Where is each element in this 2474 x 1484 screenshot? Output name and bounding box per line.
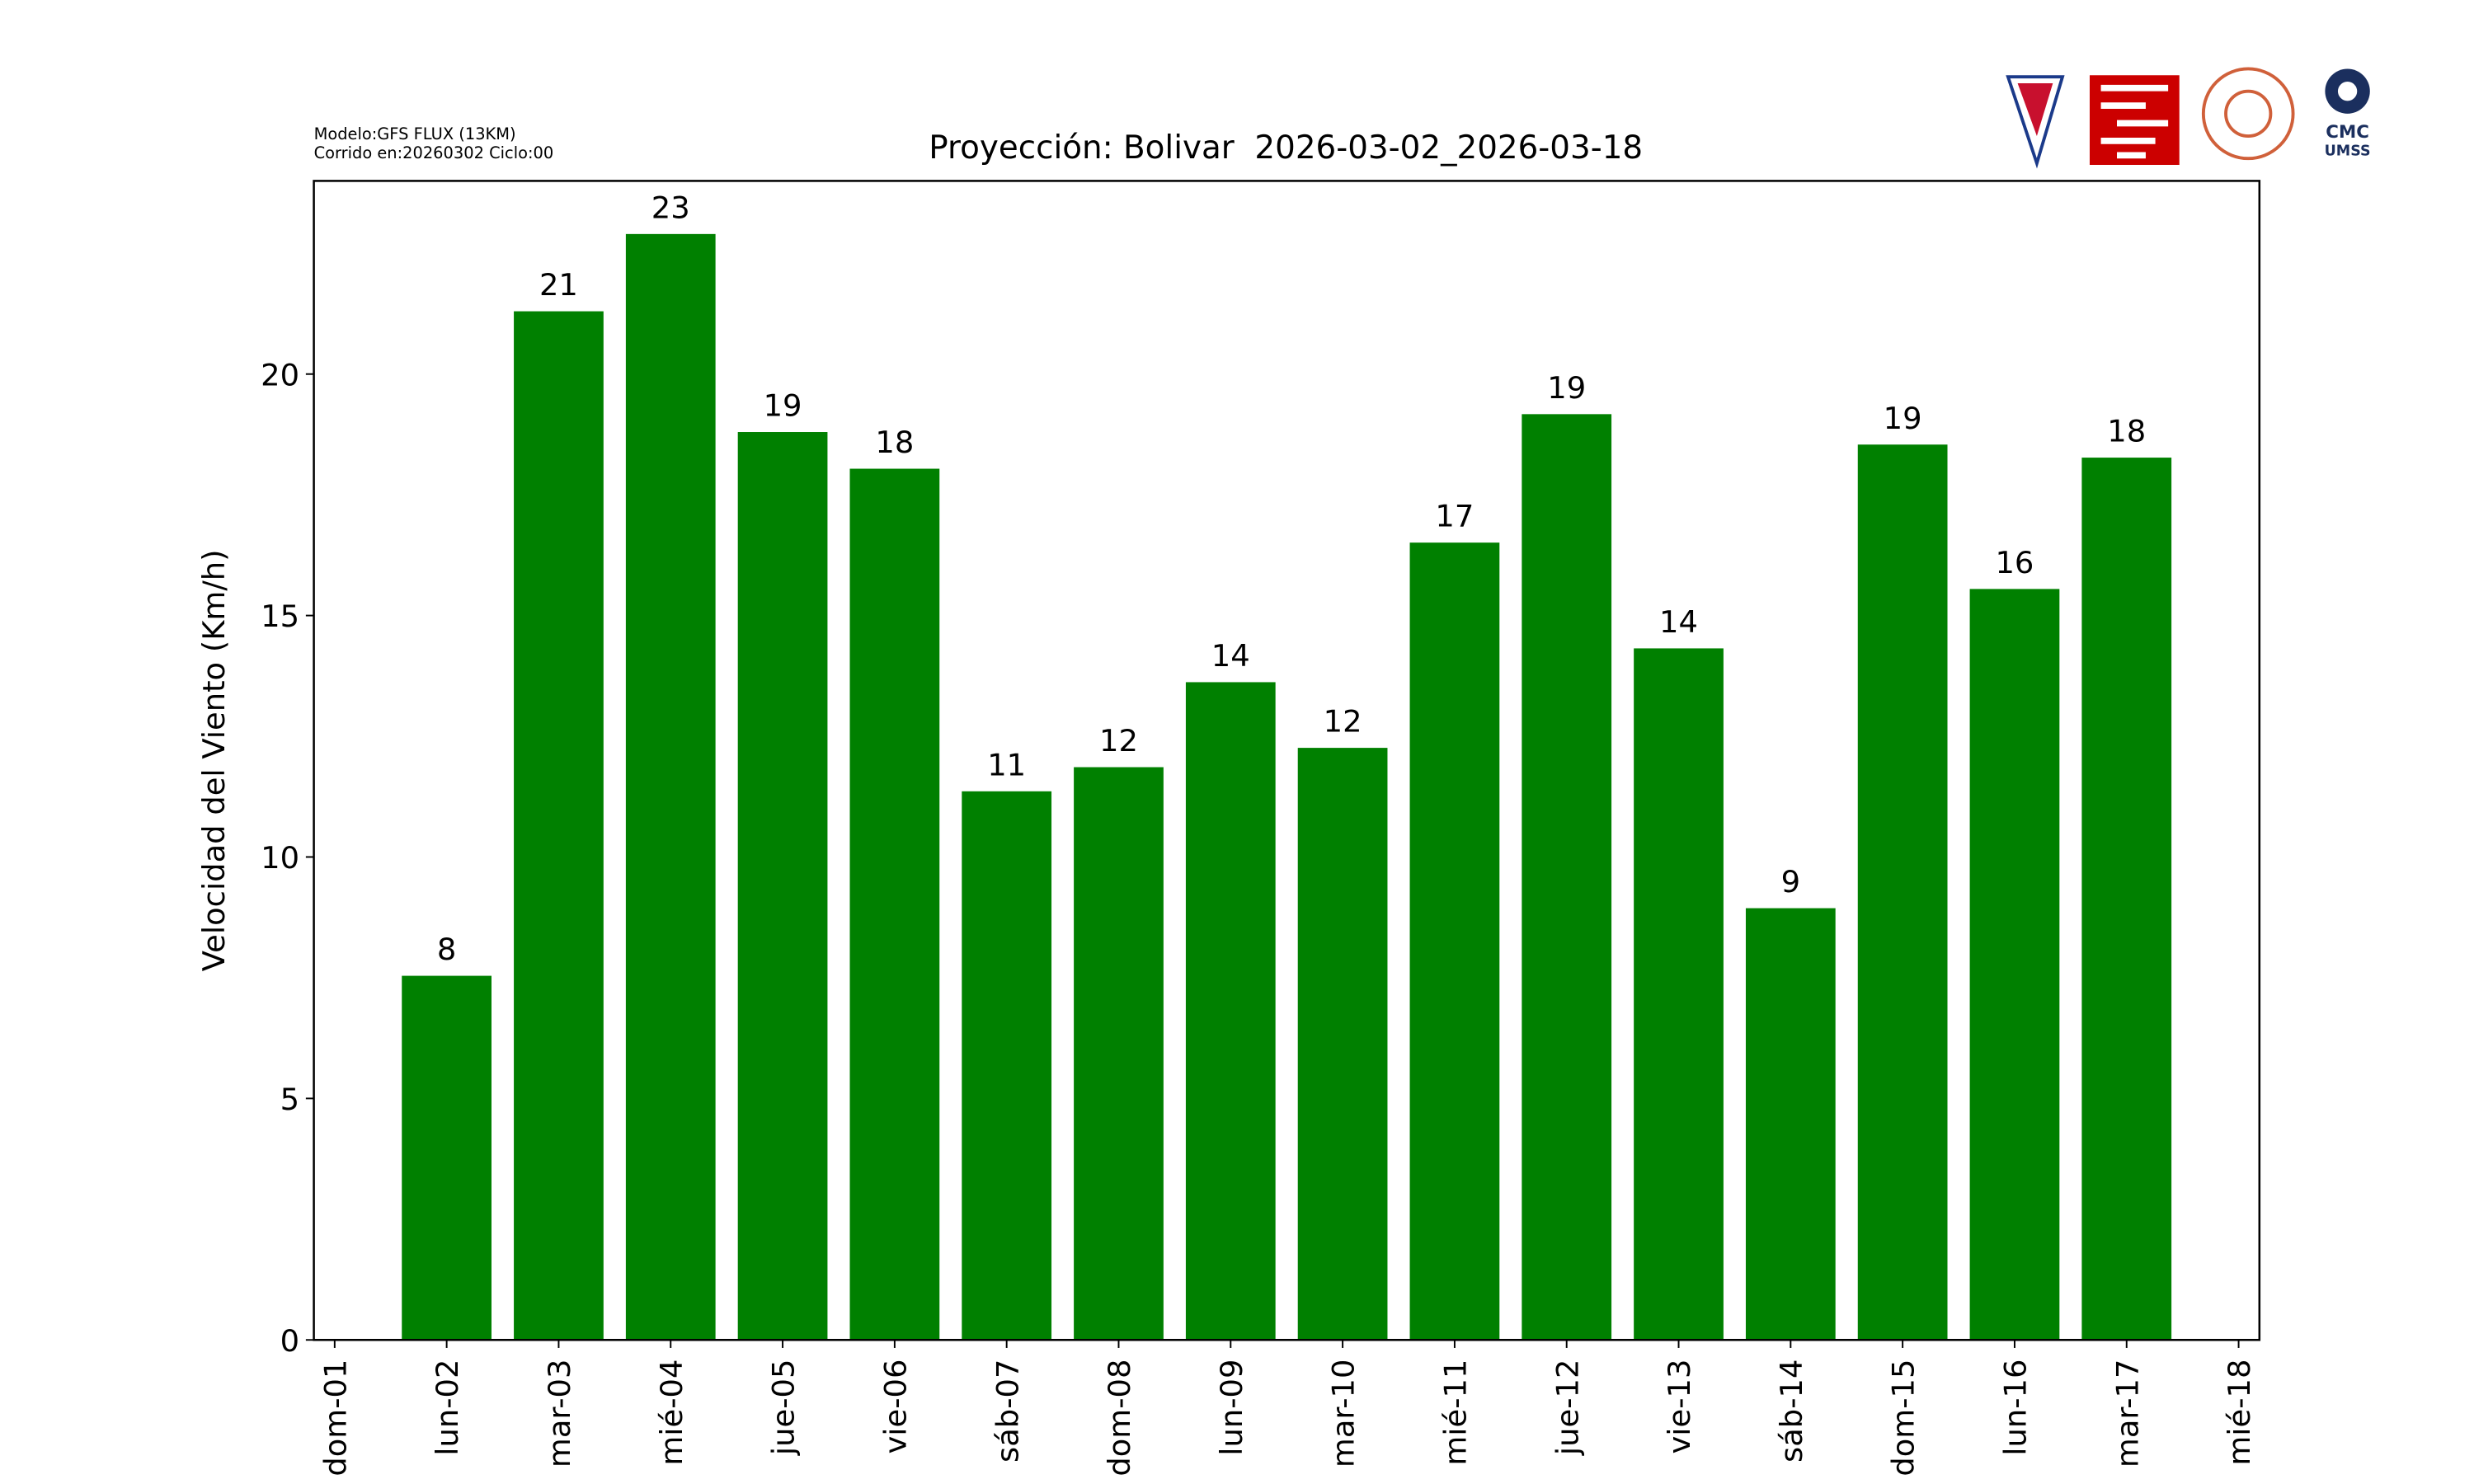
plot-area: 0 5 10 15 20 dom-01 lun-02 8 mar-03 21 mié-04 23 jue…: [261, 190, 2257, 1476]
bar: [737, 432, 828, 1341]
bar: [514, 311, 604, 1341]
bar: [1857, 444, 1948, 1341]
model-note: Modelo:GFS FLUX (13KM): [314, 124, 516, 143]
x-tick-label: sáb-14: [1774, 1360, 1809, 1463]
bar: [1969, 589, 2060, 1341]
bar: [1745, 908, 1836, 1341]
bar: [1074, 767, 1164, 1341]
bar: [849, 468, 940, 1341]
y-tick-label: 5: [280, 1082, 299, 1117]
x-tick-label: jue-12: [1550, 1360, 1585, 1457]
value-label: 19: [1547, 370, 1586, 406]
value-label: 19: [1884, 401, 1922, 436]
bar: [402, 975, 492, 1341]
value-label: 9: [1781, 864, 1800, 899]
value-label: 8: [437, 932, 456, 967]
logo-red-pattern: [2100, 84, 2169, 159]
y-tick-label: 10: [261, 840, 299, 876]
value-label: 19: [764, 388, 802, 424]
x-tick-label: lun-09: [1214, 1360, 1249, 1456]
x-tick-label: jue-05: [766, 1360, 802, 1457]
x-tick-label: mar-03: [542, 1360, 577, 1468]
value-label: 16: [1995, 545, 2034, 580]
x-tick-label: vie-13: [1662, 1360, 1697, 1454]
y-tick-label: 20: [261, 357, 299, 392]
x-tick-label: mié-04: [654, 1360, 689, 1466]
bar: [2081, 458, 2172, 1341]
x-tick-label: mié-11: [1437, 1360, 1473, 1466]
x-tick-label: mar-10: [1326, 1360, 1362, 1468]
x-tick-label: sáb-07: [990, 1360, 1025, 1463]
y-axis-label: Velocidad del Viento (Km/h): [196, 549, 232, 971]
logo-shield-inner: [2017, 82, 2053, 137]
bar: [1409, 542, 1500, 1341]
value-label: 12: [1099, 723, 1138, 758]
logo-text: UMSS: [2325, 143, 2371, 159]
x-tick-label: lun-16: [1998, 1360, 2034, 1456]
model-note: Corrido en:20260302 Ciclo:00: [314, 143, 554, 162]
axes-frame: [313, 180, 2261, 1341]
x-tick-label: mié-18: [2222, 1360, 2257, 1466]
y-tick-label: 15: [261, 599, 299, 634]
value-label: 17: [1435, 499, 1474, 534]
x-tick-label: lun-02: [430, 1360, 465, 1456]
logo-cmc-dot: [2337, 82, 2358, 101]
value-label: 21: [539, 267, 578, 303]
value-label: 14: [1211, 638, 1250, 674]
bar: [1297, 748, 1388, 1341]
logos: CMC UMSS: [2006, 67, 2371, 169]
value-label: 18: [2107, 414, 2146, 449]
logo-circle-inner: [2224, 89, 2273, 138]
chart-title: Proyección: Bolivar 2026-03-02_2026-03-1…: [929, 129, 1643, 167]
bar: [962, 791, 1052, 1341]
value-label: 14: [1659, 604, 1698, 640]
value-label: 23: [651, 190, 690, 225]
bar: [625, 233, 716, 1341]
x-tick-label: dom-08: [1102, 1360, 1137, 1477]
x-tick-label: mar-17: [2109, 1360, 2145, 1468]
x-tick-label: vie-06: [877, 1360, 913, 1454]
bar: [1634, 648, 1724, 1341]
x-tick-label: dom-01: [317, 1360, 353, 1477]
logo-circle: [2201, 67, 2295, 161]
x-tick-label: dom-15: [1886, 1360, 1921, 1477]
logo-text: CMC: [2326, 122, 2369, 143]
value-label: 18: [875, 425, 914, 460]
bar: [1185, 682, 1276, 1341]
value-label: 11: [987, 747, 1026, 782]
y-tick-label: 0: [280, 1323, 299, 1359]
bar: [1522, 414, 1612, 1341]
value-label: 12: [1324, 704, 1362, 740]
